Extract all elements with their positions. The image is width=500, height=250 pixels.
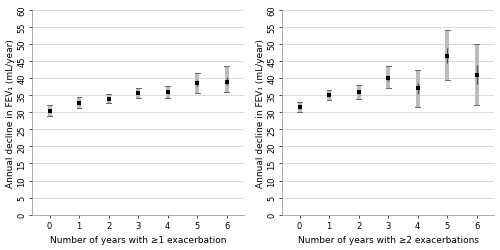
X-axis label: Number of years with ≥1 exacerbation: Number of years with ≥1 exacerbation [50,236,226,244]
X-axis label: Number of years with ≥2 exacerbations: Number of years with ≥2 exacerbations [298,236,478,244]
Y-axis label: Annual decline in FEV₁ (mL/year): Annual decline in FEV₁ (mL/year) [6,39,15,187]
Y-axis label: Annual decline in FEV₁ (mL/year): Annual decline in FEV₁ (mL/year) [256,39,264,187]
